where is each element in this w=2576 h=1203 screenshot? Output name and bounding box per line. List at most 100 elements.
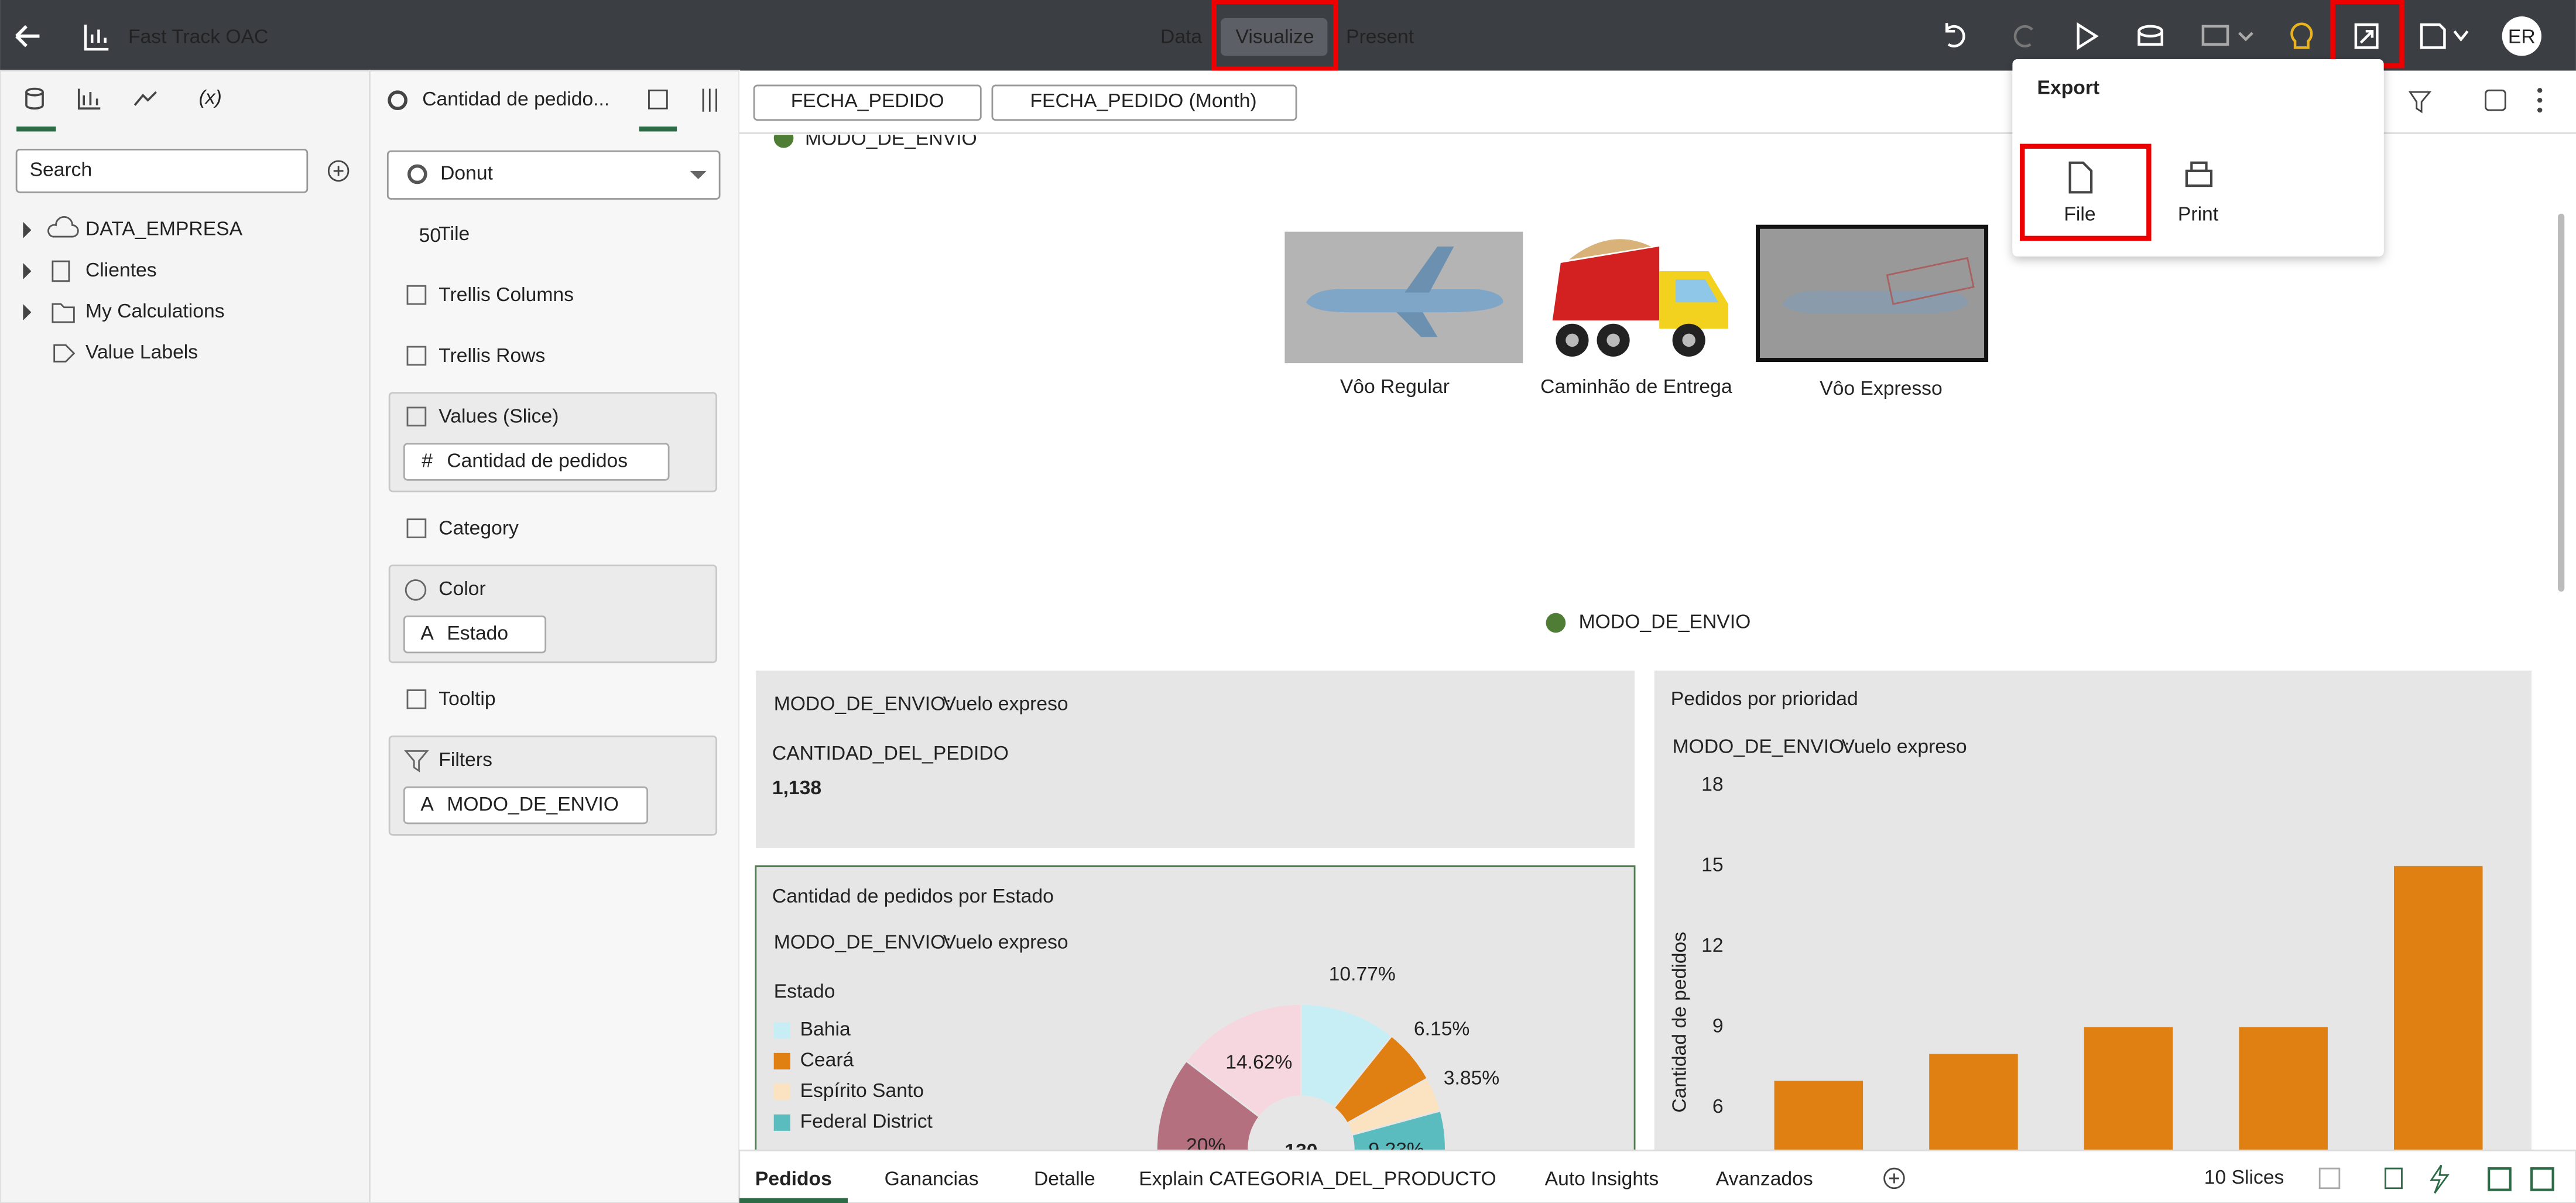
legend-title: Estado bbox=[774, 981, 835, 1003]
filter-value: Vuelo expreso bbox=[943, 693, 1068, 715]
tree-item[interactable]: Clientes bbox=[85, 259, 157, 281]
filter-icon[interactable] bbox=[2408, 91, 2432, 114]
dataset-icon bbox=[52, 260, 70, 282]
expander[interactable] bbox=[23, 262, 32, 280]
section-label: Tile bbox=[439, 223, 470, 245]
analytics-tab-icon[interactable] bbox=[133, 91, 157, 106]
grammar-tab-icon[interactable] bbox=[648, 89, 668, 110]
chart-title: Cantidad de pedidos por Estado bbox=[772, 886, 1054, 907]
export-icon[interactable] bbox=[2354, 23, 2379, 49]
filter-pill[interactable] bbox=[991, 84, 1297, 121]
tree-item[interactable]: My Calculations bbox=[85, 300, 225, 322]
tree-expanders bbox=[23, 221, 32, 321]
chart-title: Pedidos por prioridad bbox=[1671, 688, 1858, 710]
settings-icon[interactable] bbox=[2485, 89, 2506, 111]
avatar[interactable] bbox=[2502, 16, 2541, 56]
plane-body bbox=[1306, 289, 1503, 313]
legend-dot bbox=[773, 135, 794, 148]
values-pill[interactable] bbox=[403, 443, 670, 481]
undo-icon[interactable] bbox=[1945, 23, 1965, 47]
comment-dropdown[interactable] bbox=[2238, 32, 2253, 42]
bar[interactable] bbox=[2239, 1027, 2328, 1203]
toolbar-icons bbox=[1945, 22, 2469, 50]
y-tick-label: 6 bbox=[1712, 1096, 1724, 1117]
auto-apply-icon[interactable] bbox=[2430, 1164, 2450, 1194]
viz-type-select[interactable] bbox=[386, 150, 721, 200]
filter-value: Vuelo expreso bbox=[943, 932, 1068, 953]
y-axis-label: Cantidad de pedidos bbox=[1669, 932, 1691, 1113]
add-canvas-button[interactable] bbox=[1883, 1167, 1905, 1190]
right-panel-toggle[interactable] bbox=[2530, 1167, 2554, 1191]
canvas-tab[interactable]: Detalle bbox=[1034, 1168, 1095, 1190]
icon bbox=[406, 689, 427, 709]
filter-pill-label: FECHA_PEDIDO (Month) bbox=[1030, 90, 1257, 112]
scrollbar[interactable] bbox=[2558, 213, 2565, 592]
canvas-tab[interactable]: Auto Insights bbox=[1545, 1168, 1659, 1190]
measure-icon: # bbox=[422, 450, 433, 471]
viz-type: Donut bbox=[440, 162, 493, 184]
insights-icon[interactable] bbox=[2290, 22, 2313, 49]
layout-icon[interactable] bbox=[2318, 1167, 2341, 1190]
attribute-icon: A bbox=[420, 623, 434, 644]
menu-item[interactable]: File bbox=[2064, 203, 2095, 225]
search-box[interactable] bbox=[15, 148, 309, 193]
tile-value: 1,138 bbox=[772, 777, 821, 799]
dropdown-arrow bbox=[690, 170, 707, 179]
filter-panel-icon[interactable] bbox=[2385, 1167, 2403, 1190]
mode-tab[interactable]: Present bbox=[1346, 26, 1414, 47]
image-label: Vôo Expresso bbox=[1820, 378, 1943, 399]
canvas-tab[interactable]: Avanzados bbox=[1716, 1168, 1813, 1190]
bar[interactable] bbox=[2084, 1027, 2173, 1203]
legend-swatch bbox=[773, 1114, 790, 1131]
left-panel-toggle[interactable] bbox=[2488, 1167, 2512, 1191]
filter-pill-label: FECHA_PEDIDO bbox=[791, 90, 944, 112]
filter-pill[interactable] bbox=[753, 84, 982, 121]
slice-count: 10 Slices bbox=[2204, 1167, 2284, 1188]
mode-tab[interactable]: Data bbox=[1160, 26, 1202, 47]
menu-item[interactable]: Print bbox=[2178, 203, 2219, 225]
tile-measure: CANTIDAD_DEL_PEDIDO bbox=[772, 743, 1009, 764]
legend-label: Ceará bbox=[800, 1050, 854, 1071]
plane-body bbox=[1782, 291, 1968, 314]
back-button[interactable] bbox=[15, 25, 40, 47]
bar[interactable] bbox=[2394, 866, 2483, 1203]
y-tick-label: 15 bbox=[1701, 855, 1723, 876]
image-label: Vôo Regular bbox=[1340, 376, 1450, 398]
data-panel bbox=[0, 70, 371, 1203]
section-icons bbox=[404, 285, 429, 773]
mode-tab[interactable]: Visualize bbox=[1236, 26, 1314, 47]
redo-icon[interactable] bbox=[2013, 25, 2033, 47]
highlight-box bbox=[2020, 143, 2152, 241]
icon bbox=[406, 285, 427, 305]
properties-tab-icon[interactable] bbox=[702, 88, 717, 112]
save-icon[interactable] bbox=[2420, 23, 2446, 49]
add-data-button[interactable] bbox=[327, 160, 350, 182]
add-canvas-plus bbox=[1889, 1173, 1899, 1184]
visualizations-tab-icon[interactable] bbox=[77, 88, 101, 110]
pill-label: MODO_DE_ENVIO bbox=[447, 794, 619, 815]
canvas-tab[interactable]: Pedidos bbox=[755, 1168, 832, 1190]
tree-item[interactable]: DATA_EMPRESA bbox=[85, 218, 243, 240]
legend-label: MODO_DE_ENVIO bbox=[1579, 611, 1751, 633]
run-icon[interactable] bbox=[2077, 22, 2099, 50]
canvas-tab[interactable]: Ganancias bbox=[885, 1168, 979, 1190]
icon bbox=[406, 406, 427, 427]
calc-tab-icon[interactable]: (x) bbox=[199, 87, 222, 108]
comment-icon[interactable] bbox=[2201, 25, 2229, 46]
more-menu[interactable] bbox=[2537, 88, 2543, 113]
bar[interactable] bbox=[1774, 1081, 1864, 1203]
color-pill[interactable] bbox=[403, 615, 547, 654]
canvas-tab[interactable]: Explain CATEGORIA_DEL_PRODUCTO bbox=[1139, 1168, 1496, 1190]
expander[interactable] bbox=[23, 304, 32, 321]
tree-item[interactable]: Value Labels bbox=[85, 341, 198, 363]
save-dropdown[interactable] bbox=[2453, 30, 2469, 42]
y-tick-label: 18 bbox=[1701, 774, 1723, 795]
file-icon[interactable] bbox=[2068, 161, 2093, 194]
expander[interactable] bbox=[23, 221, 32, 238]
tile-viz[interactable] bbox=[755, 670, 1635, 848]
bar[interactable] bbox=[1929, 1054, 2018, 1203]
active-tab-underline bbox=[739, 1198, 848, 1203]
filter-pill[interactable] bbox=[403, 786, 649, 825]
legend-label: Bahia bbox=[800, 1019, 851, 1040]
export-menu bbox=[2012, 59, 2384, 257]
